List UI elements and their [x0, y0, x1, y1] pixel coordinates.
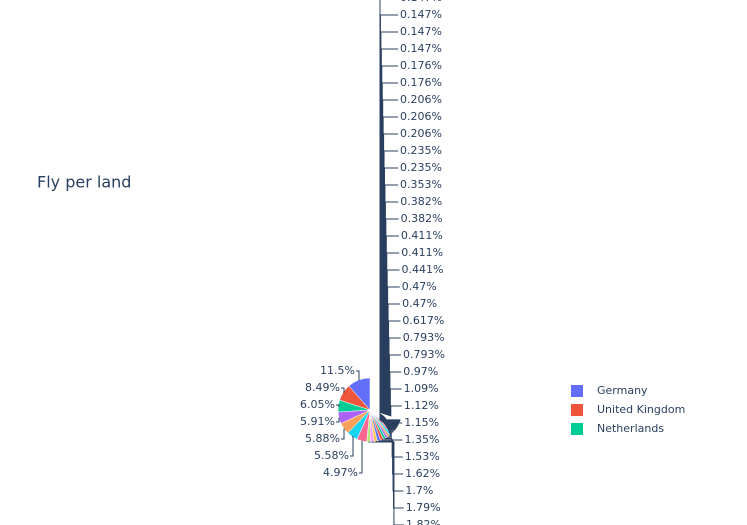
leader-line: [341, 428, 345, 440]
slice-label: 0.206%: [400, 127, 442, 140]
slice-label: 0.411%: [401, 229, 443, 242]
leader-line: [336, 404, 340, 407]
slice-label: 1.7%: [405, 484, 433, 497]
legend-label: United Kingdom: [597, 403, 685, 416]
slice-label: 1.62%: [405, 467, 440, 480]
legend-swatch: [571, 385, 583, 397]
slice-label: 0.47%: [402, 297, 437, 310]
slice-label: 1.53%: [405, 450, 440, 463]
slice-label: 0.617%: [402, 314, 444, 327]
slice-label: 0.147%: [400, 8, 442, 21]
slice-label: 0.382%: [400, 195, 442, 208]
slice-label: 8.49%: [305, 381, 340, 394]
slice-label: 6.05%: [300, 398, 335, 411]
slice-label: 4.97%: [323, 466, 358, 479]
slice-label: 0.382%: [401, 212, 443, 225]
slice-label: 5.58%: [314, 449, 349, 462]
slice-label: 0.206%: [400, 110, 442, 123]
leader-line: [384, 437, 403, 441]
slice-label: 0.206%: [400, 93, 442, 106]
slice-label: 11.5%: [320, 364, 355, 377]
chart-title: Fly per land: [37, 173, 131, 192]
leader-line: [336, 417, 340, 423]
legend-label: Germany: [597, 384, 648, 397]
slice-label: 0.176%: [400, 59, 442, 72]
leader-line: [375, 440, 404, 492]
slice-label: 0.147%: [400, 42, 442, 55]
leader-line: [341, 387, 345, 393]
slice-label: 0.353%: [400, 178, 442, 191]
slice-label: 1.12%: [404, 399, 439, 412]
slice-label: 1.35%: [405, 433, 440, 446]
leader-line: [372, 441, 404, 509]
leader-line: [379, 0, 401, 421]
slice-label: 0.176%: [400, 76, 442, 89]
leader-line: [368, 441, 404, 525]
leader-line: [356, 370, 360, 381]
slice-label: 1.82%: [406, 518, 441, 525]
leader-line: [350, 436, 354, 457]
leader-line: [381, 439, 403, 458]
slice-label: 5.88%: [305, 432, 340, 445]
slice-label: 1.15%: [404, 416, 439, 429]
slice-label: 0.411%: [401, 246, 443, 259]
slice-label: 1.79%: [406, 501, 441, 514]
slice-label: 0.793%: [403, 348, 445, 361]
slice-label: 0.441%: [402, 263, 444, 276]
slice-label: 1.09%: [404, 382, 439, 395]
legend-swatch: [571, 423, 583, 435]
slice-label: 0.147%: [400, 25, 442, 38]
slice-label: 0.235%: [400, 161, 442, 174]
legend-label: Netherlands: [597, 422, 664, 435]
slice-label: 0.147%: [400, 0, 442, 4]
slice-label: 0.793%: [403, 331, 445, 344]
slice-label: 0.235%: [400, 144, 442, 157]
leader-line: [359, 440, 363, 474]
slice-label: 0.97%: [403, 365, 438, 378]
slice-label: 0.47%: [402, 280, 437, 293]
slice-label: 5.91%: [300, 415, 335, 428]
legend-swatch: [571, 404, 583, 416]
